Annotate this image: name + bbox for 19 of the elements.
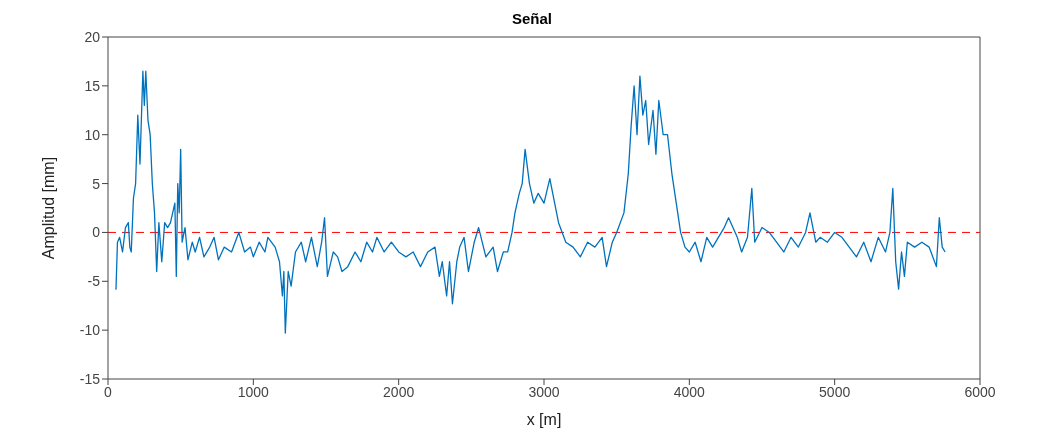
- y-tick-label: 0: [92, 224, 101, 241]
- x-tick-label: 6000: [964, 383, 996, 400]
- line-series: [114, 70, 946, 334]
- y-axis-title: Amplitud [mm]: [39, 156, 57, 260]
- x-tick-label: 2000: [383, 383, 415, 400]
- x-tick-label: 5000: [819, 383, 851, 400]
- x-tick-label: 1000: [237, 383, 270, 400]
- x-axis-title: x [m]: [526, 411, 562, 428]
- y-tick-label: 15: [84, 77, 101, 94]
- y-tick-label: -10: [79, 322, 101, 339]
- x-tick-label: 3000: [528, 383, 560, 400]
- y-tick-label: -15: [79, 370, 101, 387]
- x-tick-label: 4000: [673, 383, 706, 400]
- y-tick-label: 20: [84, 28, 101, 45]
- y-tick-label: 5: [92, 175, 101, 192]
- y-tick-label: 10: [84, 126, 101, 143]
- x-tick-label: 0: [104, 383, 113, 400]
- chart-title: Señal: [511, 10, 553, 27]
- y-tick-label: -5: [87, 273, 101, 290]
